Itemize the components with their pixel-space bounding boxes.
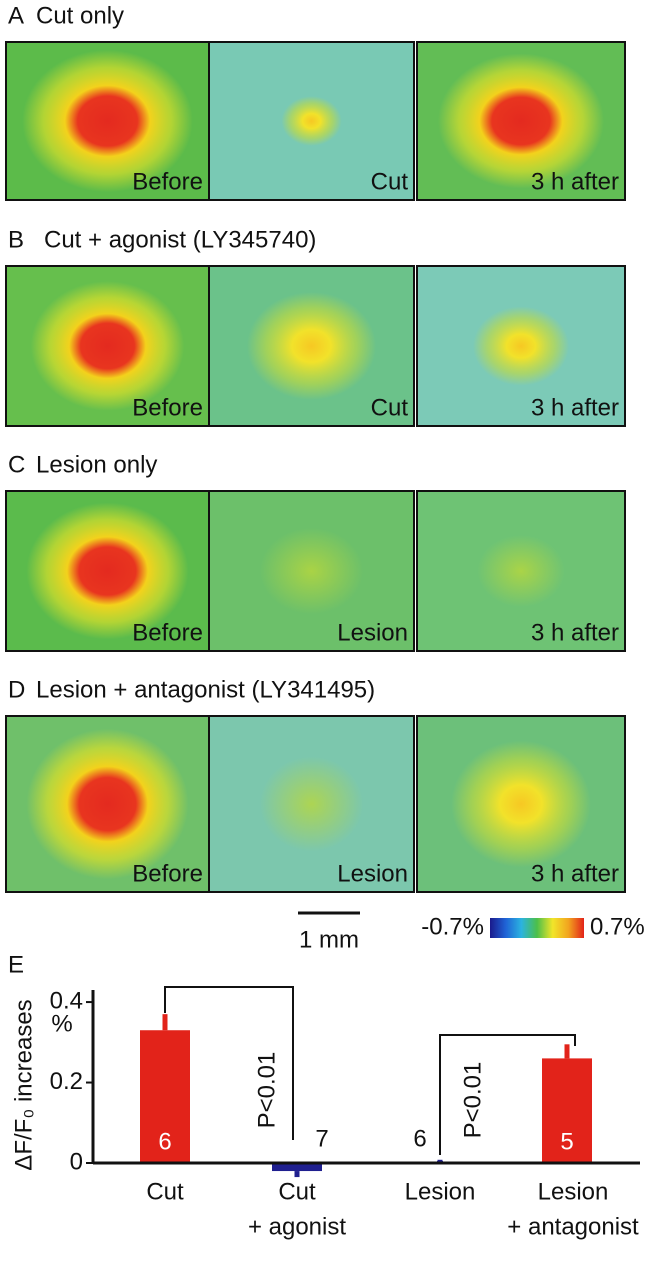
x-tick-label: + antagonist bbox=[507, 1213, 639, 1240]
panel-label: A bbox=[8, 2, 24, 29]
p-value: P<0.01 bbox=[459, 1062, 486, 1139]
activity-spot bbox=[246, 292, 377, 400]
sample-size: 7 bbox=[315, 1125, 328, 1152]
activity-spot bbox=[281, 96, 342, 146]
image-border bbox=[416, 715, 626, 893]
scale-bar-label: 1 mm bbox=[299, 926, 359, 953]
colorbar bbox=[490, 918, 584, 938]
bar bbox=[140, 1030, 190, 1163]
image-border bbox=[208, 265, 415, 427]
activity-spot bbox=[22, 49, 193, 193]
activity-spot bbox=[438, 53, 604, 189]
activity-spot bbox=[259, 756, 364, 852]
image-caption: Before bbox=[132, 860, 203, 887]
sample-size: 5 bbox=[560, 1128, 573, 1155]
activity-spot bbox=[472, 306, 570, 386]
panel-title: Cut only bbox=[36, 2, 124, 29]
image-border bbox=[416, 41, 626, 201]
x-tick-label: Cut bbox=[278, 1178, 316, 1205]
activity-spot bbox=[259, 527, 364, 615]
image-caption: Before bbox=[132, 168, 203, 195]
image-caption: Lesion bbox=[337, 860, 408, 887]
x-tick-label: + agonist bbox=[248, 1213, 346, 1240]
panel-title: Lesion only bbox=[36, 451, 157, 478]
image-caption: Lesion bbox=[337, 619, 408, 646]
significance-bracket bbox=[439, 1034, 576, 1155]
panel-label: E bbox=[8, 951, 24, 978]
y-tick-label: 0 bbox=[70, 1148, 83, 1175]
panel-label: D bbox=[8, 676, 25, 703]
panel-title: Lesion + antagonist (LY341495) bbox=[36, 676, 375, 703]
panel-label: C bbox=[8, 451, 25, 478]
y-tick-label: 0.2 bbox=[50, 1068, 83, 1095]
y-unit: % bbox=[51, 1010, 72, 1037]
image-caption: 3 h after bbox=[531, 168, 619, 195]
activity-spot bbox=[26, 728, 189, 880]
image-border bbox=[208, 41, 415, 201]
bar bbox=[542, 1058, 592, 1163]
colorbar-min: -0.7% bbox=[421, 913, 484, 940]
image-caption: Cut bbox=[371, 168, 409, 195]
p-value: P<0.01 bbox=[253, 1052, 280, 1129]
y-tick-label: 0.4 bbox=[50, 987, 83, 1014]
image-caption: Before bbox=[132, 619, 203, 646]
image-border bbox=[208, 490, 415, 652]
image-border bbox=[416, 490, 626, 652]
image-border bbox=[208, 715, 415, 893]
image-border bbox=[416, 265, 626, 427]
activity-spot bbox=[451, 740, 591, 868]
panel-label: B bbox=[8, 226, 24, 253]
activity-spot bbox=[477, 535, 565, 607]
significance-bracket bbox=[164, 986, 294, 1140]
x-tick-label: Lesion bbox=[405, 1178, 476, 1205]
activity-spot bbox=[30, 281, 185, 411]
image-panels: A Cut only Before Cut 3 h after B Cut + agonis… bbox=[5, 2, 645, 953]
sample-size: 6 bbox=[413, 1125, 426, 1152]
image-caption: 3 h after bbox=[531, 619, 619, 646]
x-tick-label: Cut bbox=[146, 1178, 184, 1205]
activity-spot bbox=[26, 502, 189, 640]
bar bbox=[272, 1163, 322, 1172]
bar-chart: E ΔF/F₀ increases % 0 0.2 0.4 6 Cut 7 Cut + agonis… bbox=[8, 951, 640, 1240]
y-axis-label: ΔF/F₀ increases bbox=[10, 999, 37, 1170]
image-caption: 3 h after bbox=[531, 860, 619, 887]
x-tick-label: Lesion bbox=[538, 1178, 609, 1205]
panel-title: Cut + agonist (LY345740) bbox=[44, 226, 316, 253]
sample-size: 6 bbox=[158, 1128, 171, 1155]
colorbar-max: 0.7% bbox=[590, 913, 645, 940]
image-caption: Before bbox=[132, 394, 203, 421]
image-caption: 3 h after bbox=[531, 394, 619, 421]
image-caption: Cut bbox=[371, 394, 409, 421]
